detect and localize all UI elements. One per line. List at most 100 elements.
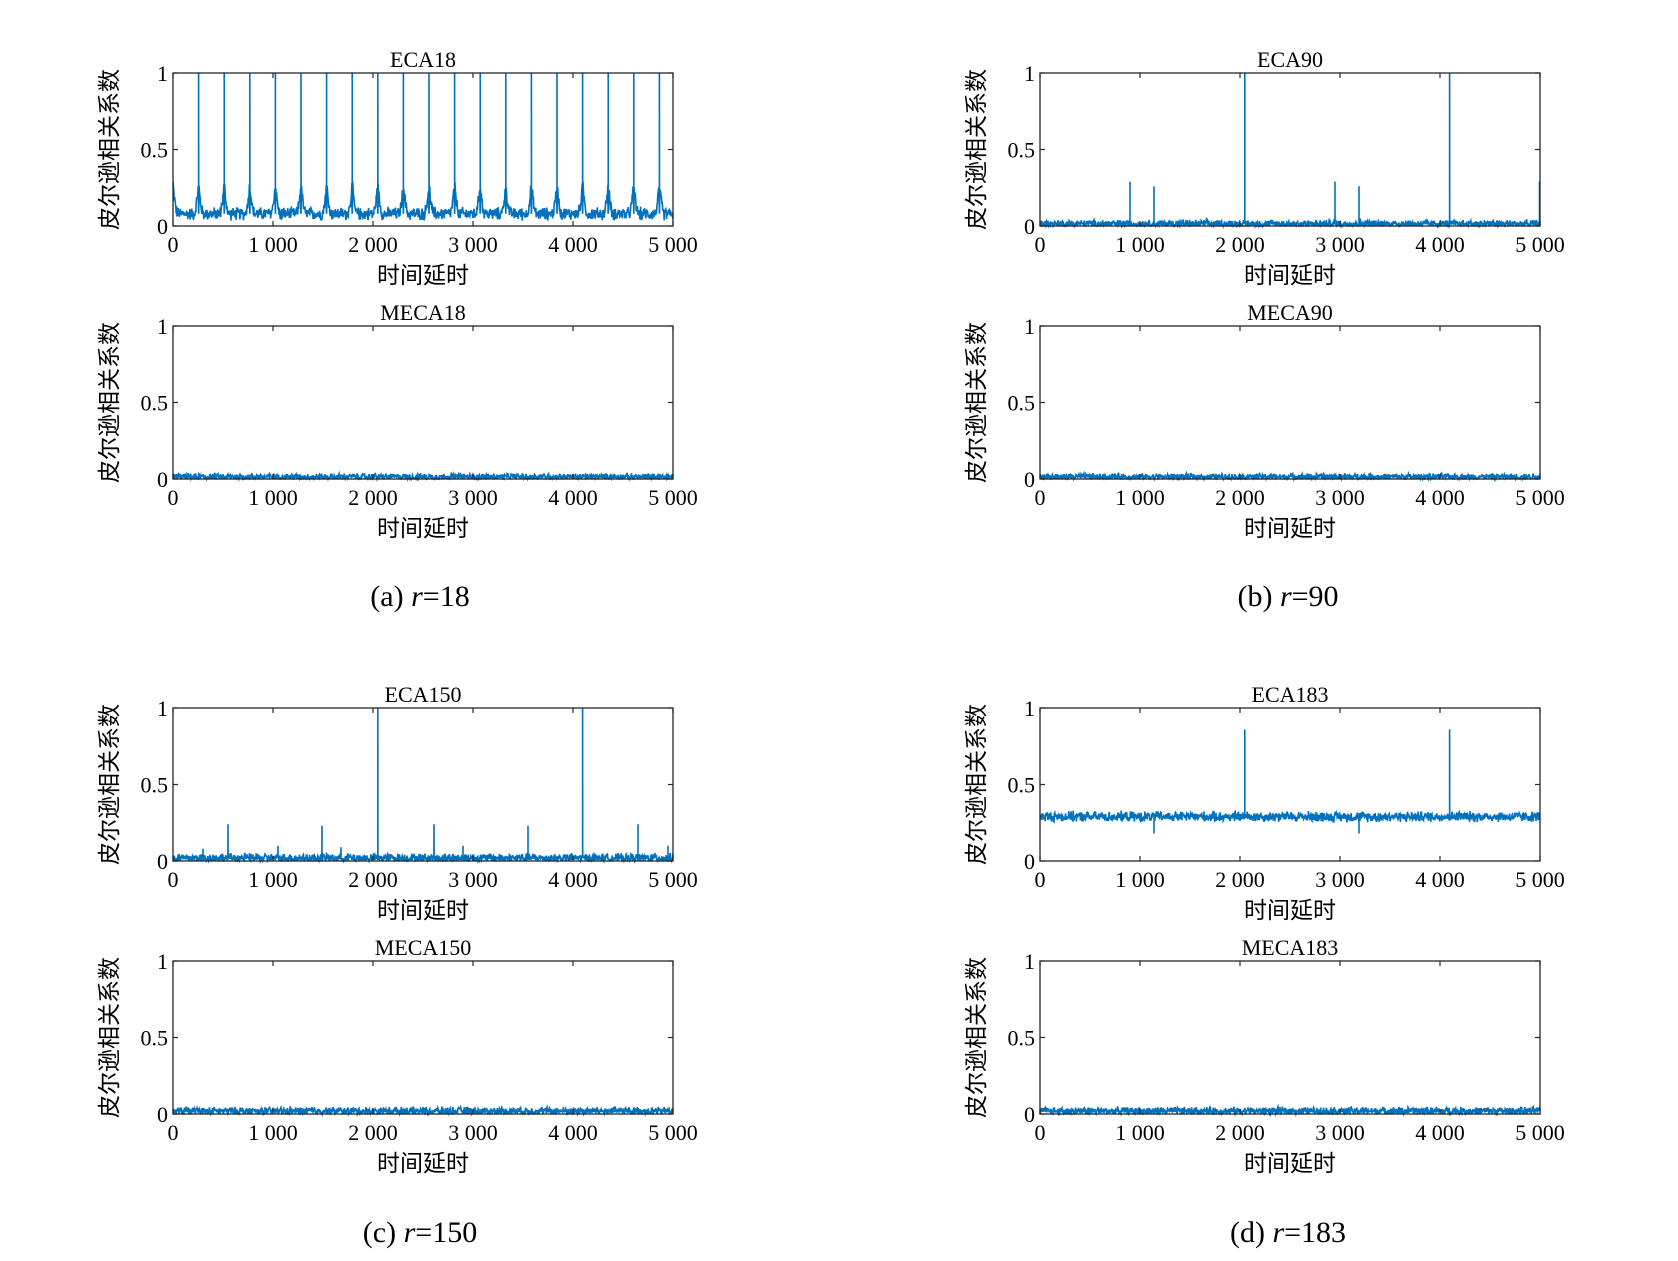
eca183-ytick-label: 0 [1024,849,1035,874]
meca90-xlabel: 时间延时 [1244,516,1336,541]
meca18-xtick-label: 0 [168,485,179,510]
eca18-xlabel: 时间延时 [377,263,469,288]
meca18-series-line [172,470,674,483]
caption-b: (b) r=90 [1138,580,1438,614]
meca90-title: MECA90 [1247,300,1333,325]
subplot-eca18: 0 1 000 2 000 3 000 4 000 5 000 0 0.5 1 ECA18 时间延时… [97,47,698,288]
meca183-xlabel: 时间延时 [1244,1151,1336,1176]
eca90-xtick-label: 4 000 [1415,232,1465,257]
eca150-ytick-label: 1 [157,696,168,721]
eca150-ytick-label: 0 [157,849,168,874]
eca90-axes-box [1039,72,1541,227]
meca150-ylabel: 皮尔逊相关系数 [97,957,122,1118]
meca90-ytick-label: 0.5 [1008,391,1036,416]
meca90-xtick-label: 1 000 [1115,485,1165,510]
meca150-ytick-label: 0 [157,1102,168,1127]
caption-b-value: =90 [1291,580,1339,613]
meca183-xtick-label: 0 [1035,1120,1046,1145]
eca150-xtick-label: 0 [168,867,179,892]
eca18-series-line [172,72,674,221]
caption-c: (c) r=150 [270,1216,570,1250]
meca18-xtick-label: 3 000 [448,485,498,510]
eca18-ytick-label: 1 [157,61,168,86]
eca18-ytick-label: 0 [157,214,168,239]
meca183-xtick-label: 4 000 [1415,1120,1465,1145]
eca183-xtick-label: 1 000 [1115,867,1165,892]
eca18-xtick-label: 2 000 [348,232,398,257]
meca18-xlabel: 时间延时 [377,516,469,541]
eca150-axes-box [172,707,674,862]
eca90-ytick-label: 0.5 [1008,138,1036,163]
eca18-xtick-label: 4 000 [548,232,598,257]
meca183-title: MECA183 [1242,935,1339,960]
meca150-xtick-label: 1 000 [248,1120,298,1145]
subplot-meca150: 0 1 000 2 000 3 000 4 000 5 000 0 0.5 1 MECA150 时间… [97,935,698,1176]
eca90-title: ECA90 [1257,47,1323,72]
eca18-xtick-label: 3 000 [448,232,498,257]
meca150-series-line [172,1104,674,1118]
meca90-xtick-label: 4 000 [1415,485,1465,510]
meca150-xtick-label: 3 000 [448,1120,498,1145]
eca90-xtick-label: 1 000 [1115,232,1165,257]
meca150-ytick-label: 0.5 [141,1026,169,1051]
caption-c-var: r [403,1216,416,1249]
eca183-title: ECA183 [1252,682,1329,707]
meca90-xtick-label: 0 [1035,485,1046,510]
eca183-xtick-label: 5 000 [1515,867,1565,892]
eca183-xtick-label: 4 000 [1415,867,1465,892]
caption-d: (d) r=183 [1138,1216,1438,1250]
eca90-series-line [1039,72,1541,230]
subplot-eca183: 0 1 000 2 000 3 000 4 000 5 000 0 0.5 1 ECA183 时间延… [964,682,1565,923]
meca183-ytick-label: 0.5 [1008,1026,1036,1051]
eca150-xtick-label: 4 000 [548,867,598,892]
meca150-xtick-label: 2 000 [348,1120,398,1145]
eca18-ytick-label: 0.5 [141,138,169,163]
meca150-axes-box [172,960,674,1115]
eca150-title: ECA150 [385,682,462,707]
eca18-xtick-label: 5 000 [648,232,698,257]
caption-a-var: r [411,580,423,613]
subplot-eca90: 0 1 000 2 000 3 000 4 000 5 000 0 0.5 1 ECA90 时间延时… [964,47,1565,288]
caption-a: (a) r=18 [270,580,570,614]
eca90-xtick-label: 2 000 [1215,232,1265,257]
eca18-title: ECA18 [390,47,456,72]
meca183-ytick-label: 1 [1024,949,1035,974]
eca150-xtick-label: 5 000 [648,867,698,892]
eca90-ylabel: 皮尔逊相关系数 [964,69,989,230]
meca18-title: MECA18 [380,300,466,325]
caption-c-label: (c) [362,1216,397,1249]
eca18-xtick-label: 1 000 [248,232,298,257]
meca150-xtick-label: 0 [168,1120,179,1145]
caption-b-label: (b) [1237,580,1273,613]
eca18-ylabel: 皮尔逊相关系数 [97,69,122,230]
meca18-xtick-label: 4 000 [548,485,598,510]
meca18-ylabel: 皮尔逊相关系数 [97,322,122,483]
meca183-xtick-label: 3 000 [1315,1120,1365,1145]
meca183-xtick-label: 1 000 [1115,1120,1165,1145]
meca183-ylabel: 皮尔逊相关系数 [964,957,989,1118]
eca183-ytick-label: 1 [1024,696,1035,721]
eca183-xtick-label: 2 000 [1215,867,1265,892]
eca183-xlabel: 时间延时 [1244,898,1336,923]
meca183-series-line [1039,1103,1541,1118]
meca90-ytick-label: 1 [1024,314,1035,339]
meca90-axes-box [1039,325,1541,480]
eca18-xtick-label: 0 [168,232,179,257]
eca90-xtick-label: 5 000 [1515,232,1565,257]
meca90-ylabel: 皮尔逊相关系数 [964,322,989,483]
eca150-ytick-label: 0.5 [141,773,169,798]
meca183-xtick-label: 2 000 [1215,1120,1265,1145]
eca90-xtick-label: 3 000 [1315,232,1365,257]
caption-a-value: =18 [422,580,470,613]
eca150-xlabel: 时间延时 [377,898,469,923]
caption-c-value: =150 [415,1216,478,1249]
meca90-xtick-label: 5 000 [1515,485,1565,510]
eca150-ylabel: 皮尔逊相关系数 [97,704,122,865]
meca90-series-line [1039,470,1541,483]
meca150-xtick-label: 4 000 [548,1120,598,1145]
eca183-series-line [1039,729,1541,834]
meca18-ytick-label: 0 [157,467,168,492]
subplot-eca150: 0 1 000 2 000 3 000 4 000 5 000 0 0.5 1 ECA150 时间延… [97,682,698,923]
subplot-meca90: 0 1 000 2 000 3 000 4 000 5 000 0 0.5 1 MECA90 时间延… [964,300,1565,541]
